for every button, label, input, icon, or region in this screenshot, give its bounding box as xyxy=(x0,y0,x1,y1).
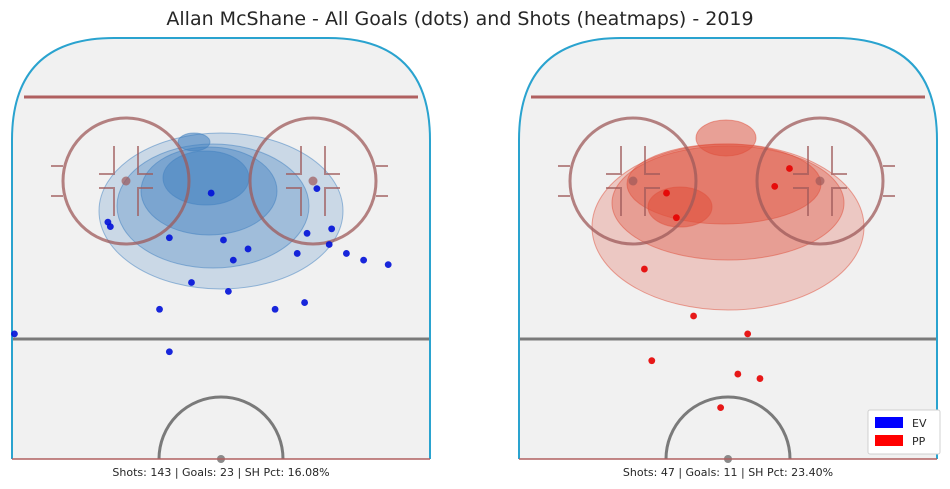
heatmap-contour-4 xyxy=(162,150,250,206)
faceoff-dot xyxy=(121,176,131,186)
goal-dot xyxy=(328,225,336,233)
goal-dot xyxy=(165,348,173,356)
goal-dot xyxy=(244,245,252,253)
faceoff-dot xyxy=(628,176,638,186)
legend-box xyxy=(867,409,941,455)
heatmap-contour-5 xyxy=(695,119,757,157)
goal-dot xyxy=(156,305,163,313)
goal-dot xyxy=(224,288,232,295)
rink-boards xyxy=(11,37,431,459)
faceoff-hashmarks xyxy=(286,146,340,216)
faceoff-hashmarks xyxy=(793,146,847,216)
faceoff-dot xyxy=(308,176,318,186)
faceoff-circle xyxy=(248,116,378,246)
goal-dot xyxy=(325,241,333,248)
goal-dot xyxy=(717,404,725,412)
faceoff-circle xyxy=(568,116,698,246)
faceoff-dot xyxy=(815,176,825,186)
faceoff-ticks xyxy=(883,165,895,197)
goal-dot xyxy=(756,375,764,382)
rink-panel-ev xyxy=(11,37,431,463)
heatmap-contour-4 xyxy=(647,186,713,228)
goal-dot xyxy=(734,370,742,378)
center-circle xyxy=(664,395,792,460)
goal-dot xyxy=(104,218,112,226)
faceoff-ticks xyxy=(558,165,570,197)
caption-ev: Shots: 143 | Goals: 23 | SH Pct: 16.08% xyxy=(112,466,329,479)
goal-dot xyxy=(690,312,697,320)
goal-dot xyxy=(771,182,779,190)
goal-dot xyxy=(293,250,301,257)
goal-dot xyxy=(301,299,308,306)
goal-dot xyxy=(188,279,195,286)
faceoff-circle xyxy=(61,116,191,246)
faceoff-ticks xyxy=(376,165,388,197)
rink-surface xyxy=(12,38,430,459)
legend-label-ev: EV xyxy=(912,417,927,430)
rink-boards xyxy=(518,37,938,459)
goal-dot xyxy=(786,165,793,172)
legend: EV PP xyxy=(867,409,941,455)
goal-dot xyxy=(165,234,173,242)
center-circle xyxy=(157,395,285,460)
legend-label-pp: PP xyxy=(912,435,926,448)
goal-dot xyxy=(663,189,670,197)
heatmap-contour-1 xyxy=(98,132,344,290)
goal-dot xyxy=(229,256,237,264)
caption-pp: Shots: 47 | Goals: 11 | SH Pct: 23.40% xyxy=(623,466,833,479)
legend-swatch-pp xyxy=(875,435,903,446)
goal-dot xyxy=(360,256,368,264)
goal-dot xyxy=(271,305,279,313)
goal-dot xyxy=(303,229,311,237)
goal-dot xyxy=(343,250,350,257)
goal-dot xyxy=(384,261,392,268)
goal-dot xyxy=(744,330,752,338)
chart-title: Allan McShane - All Goals (dots) and Sho… xyxy=(166,8,753,30)
faceoff-hashmarks xyxy=(606,146,660,216)
goal-dot xyxy=(648,357,656,365)
goal-dot xyxy=(207,189,215,197)
goal-dot xyxy=(11,330,18,338)
faceoff-circle xyxy=(755,116,885,246)
heatmap-contour-2 xyxy=(116,143,310,269)
goal-dot xyxy=(641,265,648,273)
goal-dot xyxy=(220,236,227,244)
rink-panel-pp xyxy=(518,37,938,463)
faceoff-hashmarks xyxy=(99,146,153,216)
heatmap-contour-5 xyxy=(177,132,211,152)
goal-dot xyxy=(313,185,321,193)
rink-surface xyxy=(519,38,937,459)
faceoff-ticks xyxy=(51,165,63,197)
legend-swatch-ev xyxy=(875,417,903,428)
goal-dot xyxy=(672,214,680,222)
